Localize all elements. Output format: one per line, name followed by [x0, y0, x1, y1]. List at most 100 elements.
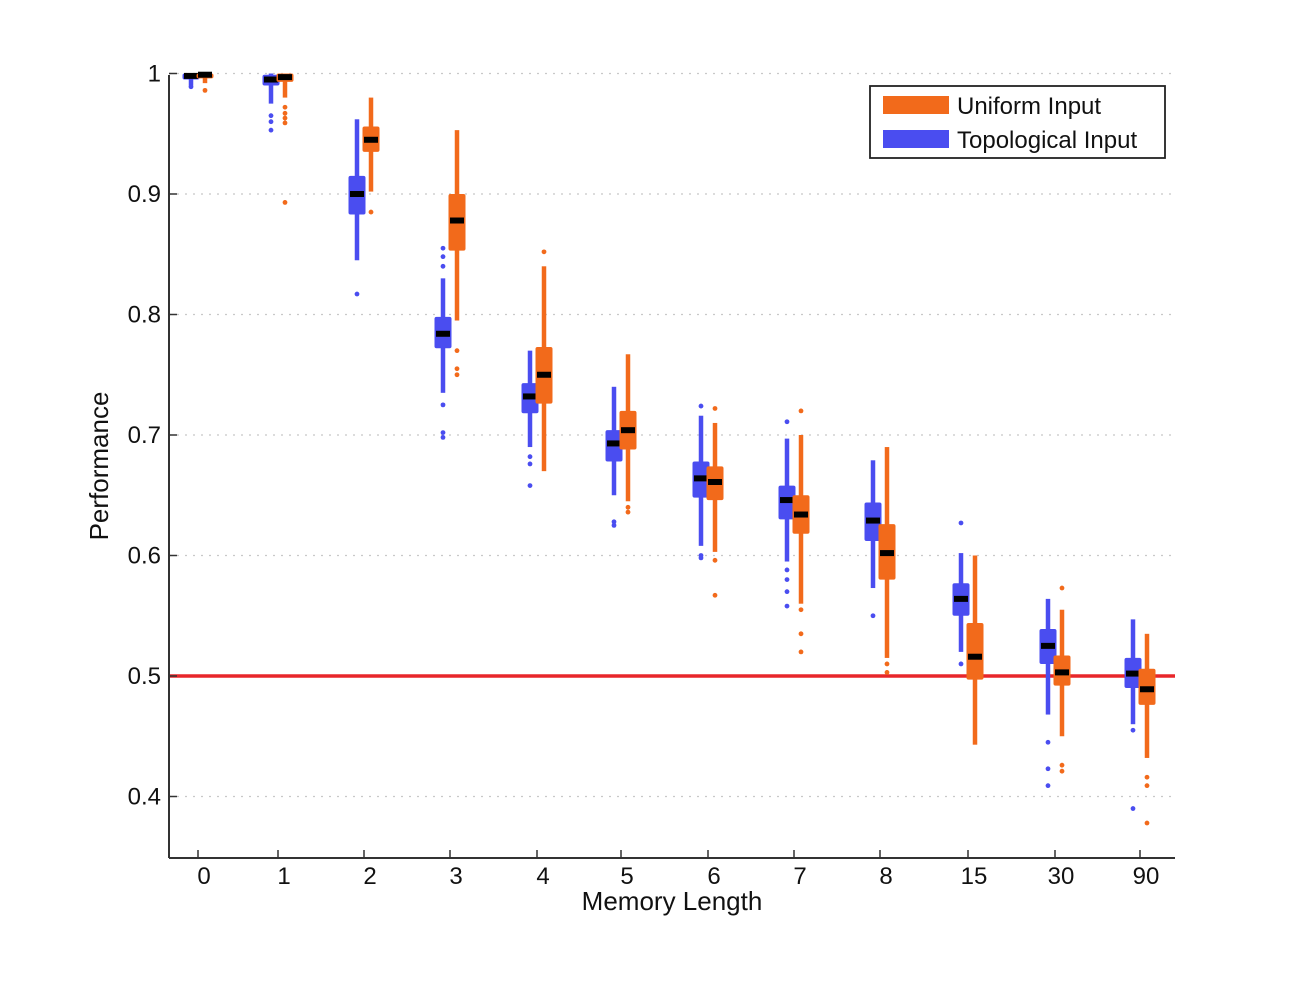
median-marker	[954, 595, 968, 602]
x-tick-label: 6	[707, 863, 720, 890]
x-tick-label: 4	[536, 863, 549, 890]
outlier-point	[368, 209, 374, 215]
x-tick-label: 0	[197, 863, 210, 890]
outlier-point	[440, 435, 446, 440]
outlier-point	[784, 577, 790, 582]
box-uniform-30	[1053, 585, 1071, 774]
y-tick-label: 0.8	[128, 302, 161, 329]
box-uniform-5	[619, 354, 637, 515]
outlier-point	[440, 430, 446, 435]
outlier-point	[1059, 768, 1065, 774]
x-axis-ticks: 0 1 2 3 4 5 6 7 8 15 30 90	[197, 850, 1159, 890]
median-marker	[198, 71, 212, 78]
outlier-point	[1144, 820, 1150, 826]
outlier-point	[202, 87, 208, 93]
median-marker	[350, 191, 364, 197]
median-marker	[184, 72, 198, 79]
axes	[168, 75, 1175, 859]
outlier-point	[1045, 739, 1051, 745]
median-marker	[780, 497, 794, 504]
x-tick-label: 7	[793, 863, 806, 890]
box-uniform-1	[276, 73, 294, 205]
x-tick-label: 30	[1048, 863, 1075, 890]
median-marker	[523, 393, 537, 400]
outlier-point	[625, 509, 631, 515]
outlier-point	[1045, 766, 1051, 772]
outlier-point	[527, 483, 533, 489]
outlier-point	[440, 245, 446, 251]
median-marker	[537, 371, 551, 378]
median-marker	[1041, 642, 1055, 649]
x-tick-label: 3	[449, 863, 462, 890]
box-topological-3	[434, 245, 452, 440]
box-series	[182, 71, 1156, 826]
outlier-point	[1059, 585, 1065, 591]
outlier-point	[282, 120, 288, 126]
box-topological-15	[952, 520, 970, 667]
outlier-point	[698, 555, 704, 561]
outlier-point	[870, 613, 876, 619]
outlier-point	[440, 263, 446, 269]
median-marker	[450, 217, 464, 224]
median-marker	[621, 427, 635, 434]
outlier-point	[712, 406, 718, 411]
y-tick-label: 0.5	[128, 663, 161, 690]
box-uniform-4	[535, 249, 553, 472]
legend-swatch-uniform	[883, 96, 949, 114]
box-topological-4	[521, 350, 539, 489]
median-marker	[880, 550, 894, 557]
legend: Uniform Input Topological Input	[869, 85, 1166, 159]
outlier-point	[784, 603, 790, 609]
x-tick-label: 15	[961, 863, 988, 890]
outlier-point	[1130, 727, 1136, 733]
median-marker	[607, 440, 621, 447]
outlier-point	[527, 454, 533, 460]
box-topological-2	[348, 119, 366, 297]
box-topological-90	[1124, 619, 1142, 811]
box-uniform-3	[448, 130, 466, 378]
outlier-point	[440, 254, 446, 260]
outlier-point	[712, 557, 718, 563]
outlier-point	[798, 607, 804, 613]
median-marker	[1126, 670, 1140, 677]
outlier-point	[454, 372, 460, 378]
box-topological-0	[182, 72, 200, 90]
outlier-point	[1144, 774, 1150, 780]
outlier-point	[784, 567, 790, 573]
y-tick-label: 1	[148, 61, 161, 88]
outlier-point	[282, 110, 288, 116]
y-tick-label: 0.6	[128, 543, 161, 570]
outlier-point	[454, 348, 460, 354]
outlier-point	[541, 249, 547, 255]
median-marker	[866, 517, 880, 524]
outlier-point	[282, 200, 288, 205]
outlier-point	[454, 366, 460, 372]
legend-swatch-topological	[883, 130, 949, 148]
box-uniform-0	[196, 71, 214, 93]
y-tick-label: 0.4	[128, 784, 161, 811]
median-marker	[708, 478, 722, 485]
x-axis-title: Memory Length	[582, 886, 763, 916]
median-marker	[264, 76, 278, 83]
box-topological-6	[692, 403, 710, 561]
x-tick-label: 5	[620, 863, 633, 890]
median-marker	[968, 653, 982, 660]
y-axis-ticks: 0.4 0.5 0.6 0.7 0.8 0.9 1	[128, 61, 177, 811]
box-body	[966, 622, 984, 680]
outlier-point	[282, 104, 288, 110]
x-tick-label: 8	[879, 863, 892, 890]
x-tick-label: 1	[277, 863, 290, 890]
legend-label-uniform: Uniform Input	[957, 93, 1101, 120]
x-tick-label: 90	[1133, 863, 1160, 890]
box-uniform-6	[706, 406, 724, 598]
box-topological-30	[1039, 598, 1057, 789]
outlier-point	[958, 661, 964, 667]
outlier-point	[527, 461, 533, 467]
median-marker	[436, 330, 450, 337]
outlier-point	[440, 402, 446, 408]
grid-lines	[169, 72, 1175, 798]
median-marker	[364, 136, 378, 143]
outlier-point	[958, 520, 964, 526]
y-axis-title: Performance	[84, 392, 114, 541]
